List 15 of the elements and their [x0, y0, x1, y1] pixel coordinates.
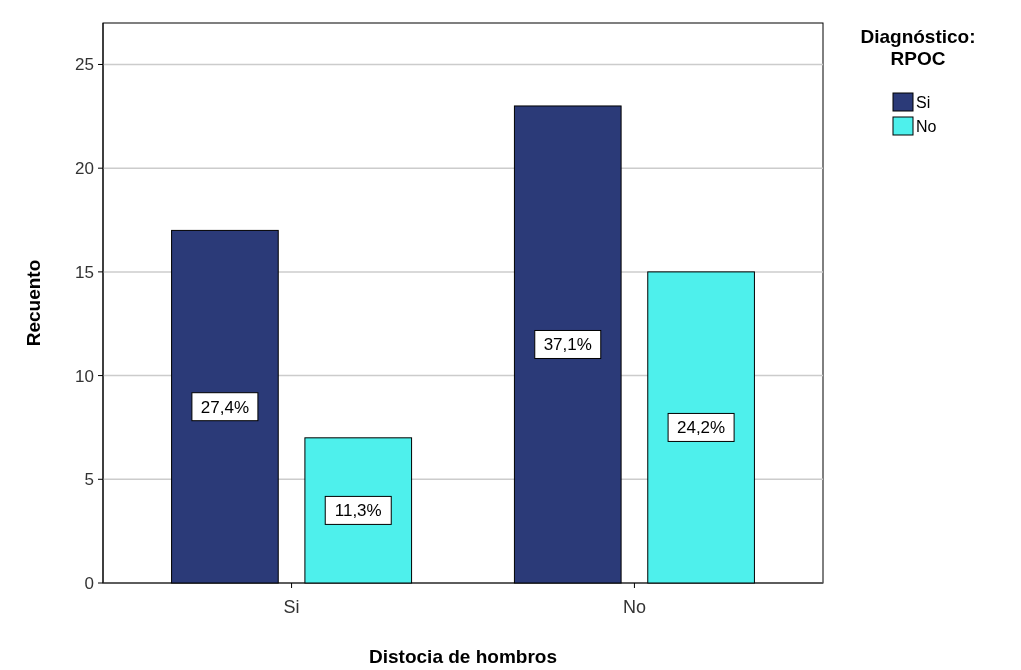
y-tick-label: 20	[75, 159, 94, 179]
y-tick-label: 15	[75, 262, 94, 282]
legend-label: No	[916, 117, 937, 135]
annotation: 27,4%	[200, 397, 250, 417]
y-tick-label: 10	[75, 366, 94, 386]
annotation: 37,1%	[543, 335, 592, 355]
annotation: 24,2%	[676, 418, 726, 438]
annotation: 11,3%	[334, 501, 382, 521]
legend-title: Diagnóstico: RPOC	[860, 26, 976, 69]
y-tick-label: 0	[84, 573, 94, 593]
legend-label: Si	[916, 93, 931, 111]
y-tick-label: 5	[84, 470, 94, 490]
y-axis-title: Recuento	[23, 259, 44, 347]
x-axis-title: Distocia de hombros	[369, 646, 557, 667]
y-tick-label: 25	[75, 55, 94, 75]
